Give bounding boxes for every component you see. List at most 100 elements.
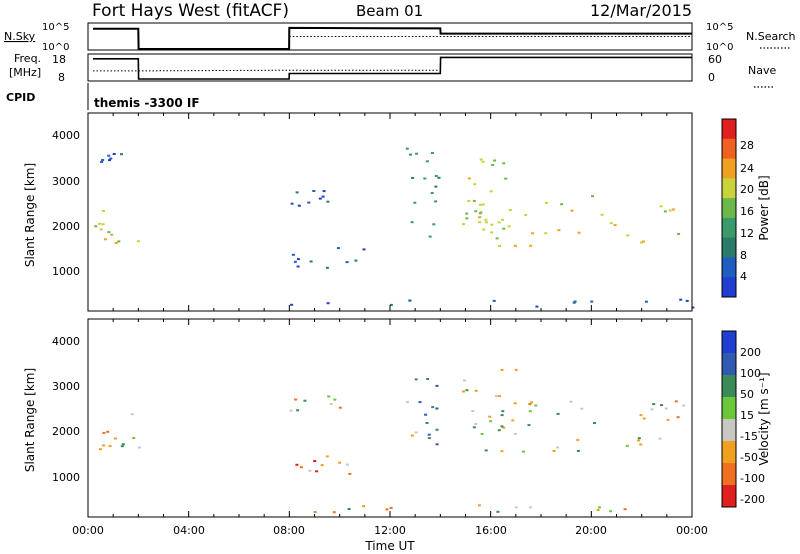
cpid-value: themis -3300 IF [94, 96, 200, 110]
heatmap-cell [484, 221, 488, 224]
heatmap-cell [504, 177, 508, 180]
heatmap-cell [102, 431, 106, 434]
heatmap-cell [354, 259, 358, 262]
heatmap-cell [293, 260, 297, 263]
nave-series-line [93, 69, 441, 72]
heatmap-cell [481, 203, 485, 206]
heatmap-cell [682, 404, 686, 407]
heatmap-cell [98, 222, 102, 225]
heatmap-cell [315, 470, 319, 473]
heatmap-cell [644, 300, 648, 303]
heatmap-cell [497, 221, 501, 224]
heatmap-cell [660, 404, 663, 407]
heatmap-cell [435, 428, 439, 431]
heatmap-cell [484, 449, 488, 452]
heatmap-cell [473, 183, 477, 186]
heatmap-cell [478, 203, 482, 206]
heatmap-cell [652, 403, 656, 406]
heatmap-cell [427, 437, 431, 440]
heatmap-cell [408, 299, 412, 302]
heatmap-cell [385, 508, 389, 511]
power-cbar-tick-12: 12 [740, 227, 754, 240]
heatmap-cell [569, 400, 573, 403]
heatmap-cell [484, 218, 488, 221]
heatmap-cell [137, 446, 141, 449]
nsearch-label: N.Search [746, 30, 796, 43]
velocity-ylabel: Slant Range [km] [23, 368, 37, 472]
heatmap-cell [465, 217, 469, 220]
power-cbar-tick-28: 28 [740, 139, 754, 152]
xtick-20: 20:00 [575, 524, 607, 537]
power-cbar-tick-8: 8 [740, 249, 747, 262]
heatmap-cell [428, 235, 432, 238]
station-title: Fort Hays West (fitACF) [92, 1, 289, 21]
heatmap-cell [297, 204, 301, 207]
heatmap-cell [108, 445, 112, 448]
velocity-data-layer [99, 368, 686, 514]
heatmap-cell [474, 422, 478, 425]
heatmap-cell [434, 185, 438, 188]
colorbar-swatch [722, 158, 736, 179]
heatmap-cell [576, 450, 580, 452]
beam-title: Beam 01 [356, 2, 423, 20]
heatmap-cell [99, 448, 102, 451]
heatmap-cell [425, 422, 429, 424]
heatmap-cell [294, 398, 298, 401]
heatmap-cell [600, 213, 604, 216]
power-ytick-1000: 1000 [52, 265, 80, 278]
heatmap-cell [325, 266, 329, 269]
vel-cbar-tick-15: 15 [740, 409, 754, 422]
heatmap-cell [642, 417, 646, 420]
heatmap-cell [596, 509, 600, 511]
heatmap-cell [637, 439, 640, 442]
heatmap-cell [326, 200, 330, 203]
heatmap-cell [478, 212, 482, 215]
heatmap-cell [522, 450, 525, 453]
power-panel: Slant Range [km] 4000 3000 2000 1000 [23, 112, 695, 312]
nsky-tick-bottom: 10^0 [42, 42, 69, 53]
heatmap-cell [591, 195, 594, 198]
heatmap-cell [312, 190, 316, 192]
heatmap-cell [409, 153, 412, 156]
heatmap-cell [348, 472, 352, 475]
heatmap-cell [679, 298, 683, 301]
heatmap-cell [345, 463, 349, 466]
heatmap-cell [435, 407, 439, 410]
x-axis: 00:00 04:00 08:00 12:00 16:00 20:00 00:0… [72, 524, 708, 553]
freq-series-line [93, 56, 692, 80]
heatmap-cell [524, 214, 528, 216]
heatmap-cell [529, 506, 533, 509]
velocity-cbar-label: Velocity [m s⁻¹] [757, 372, 771, 465]
heatmap-cell [472, 199, 476, 202]
colorbar-swatch [722, 375, 736, 398]
power-ytick-3000: 3000 [52, 175, 80, 188]
heatmap-cell [410, 434, 414, 437]
heatmap-cell [674, 400, 678, 403]
heatmap-cell [514, 368, 518, 371]
nave-label: Nave [748, 64, 776, 77]
heatmap-cell [577, 231, 581, 234]
nsky-label: N.Sky [4, 30, 36, 43]
colorbar-swatch [722, 198, 736, 219]
heatmap-cell [472, 426, 476, 429]
heatmap-cell [534, 404, 538, 407]
heatmap-cell [501, 410, 505, 413]
heatmap-cell [490, 223, 494, 226]
power-colorbar: 28 24 20 16 12 8 4 Power [dB] [721, 118, 771, 298]
heatmap-cell [289, 409, 293, 412]
heatmap-cell [597, 506, 601, 509]
freq-panel: Freq. [MHz] 18 8 60 0 Nave [9, 52, 776, 88]
heatmap-cell [531, 232, 535, 235]
nsky-tick-top: 10^5 [42, 22, 69, 33]
xtick-16: 16:00 [475, 524, 507, 537]
heatmap-cell [296, 258, 300, 261]
heatmap-cell [325, 455, 329, 458]
heatmap-cell [507, 225, 511, 228]
colorbar-swatch [722, 463, 736, 486]
heatmap-cell [552, 450, 556, 452]
heatmap-cell [685, 299, 689, 302]
heatmap-cell [671, 208, 675, 211]
heatmap-cell [663, 210, 667, 213]
velocity-ytick-4000: 4000 [52, 335, 80, 348]
cpid-label: CPID [6, 91, 35, 104]
